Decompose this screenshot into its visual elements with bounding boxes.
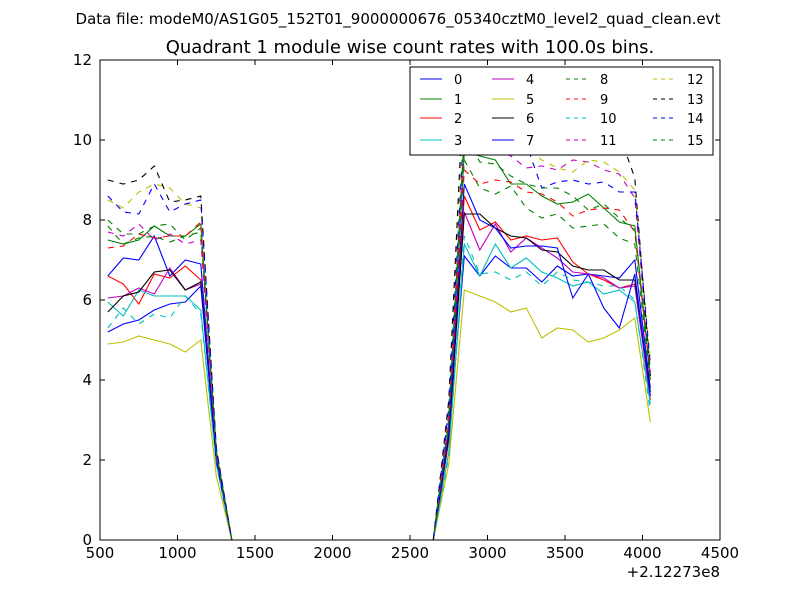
series-line-5 <box>107 289 651 541</box>
data-file-caption: Data file: modeM0/AS1G05_152T01_90000006… <box>76 10 721 29</box>
y-tick-label: 8 <box>82 211 92 229</box>
series-line-11 <box>107 134 651 541</box>
legend-label-8: 8 <box>600 73 608 88</box>
y-tick-label: 12 <box>73 51 92 69</box>
y-tick-label: 2 <box>82 451 92 469</box>
x-tick-label: 1000 <box>158 544 196 562</box>
series-line-0 <box>107 234 651 541</box>
legend-label-7: 7 <box>526 134 534 149</box>
legend-label-6: 6 <box>526 112 534 127</box>
series-line-2 <box>107 195 651 541</box>
x-axis: 500 1000 1500 2000 2500 3000 3500 4000 4500 <box>86 60 739 562</box>
series-line-8 <box>107 158 651 541</box>
x-tick-label: 1500 <box>236 544 274 562</box>
x-tick-label: 4500 <box>701 544 739 562</box>
series-line-9 <box>107 168 651 541</box>
y-tick-label: 6 <box>82 291 92 309</box>
legend-label-0: 0 <box>454 73 462 88</box>
legend-label-13: 13 <box>687 93 704 108</box>
x-tick-label: 4000 <box>623 544 661 562</box>
x-tick-label: 2000 <box>313 544 351 562</box>
legend-label-2: 2 <box>454 112 462 127</box>
x-tick-label: 3000 <box>468 544 506 562</box>
legend-label-15: 15 <box>687 134 704 149</box>
series-line-10 <box>107 235 651 541</box>
x-tick-label: 500 <box>86 544 115 562</box>
y-tick-label: 4 <box>82 371 92 389</box>
y-tick-label: 0 <box>82 531 92 549</box>
series-line-6 <box>107 213 651 541</box>
legend-label-9: 9 <box>600 93 608 108</box>
legend-label-14: 14 <box>687 112 704 127</box>
series-line-1 <box>107 151 651 541</box>
legend-label-10: 10 <box>600 112 617 127</box>
x-offset-label: +2.12273e8 <box>627 563 720 581</box>
legend-label-5: 5 <box>526 93 534 108</box>
legend-label-1: 1 <box>454 93 462 108</box>
x-tick-label: 3500 <box>546 544 584 562</box>
legend-label-11: 11 <box>600 134 617 149</box>
series-line-15 <box>107 129 651 541</box>
legend-label-4: 4 <box>526 73 534 88</box>
legend-label-12: 12 <box>687 73 704 88</box>
legend-label-3: 3 <box>454 134 462 149</box>
series-line-12 <box>107 95 651 541</box>
y-tick-label: 10 <box>73 131 92 149</box>
x-tick-label: 2500 <box>391 544 429 562</box>
chart-title: Quadrant 1 module wise count rates with … <box>166 37 655 58</box>
